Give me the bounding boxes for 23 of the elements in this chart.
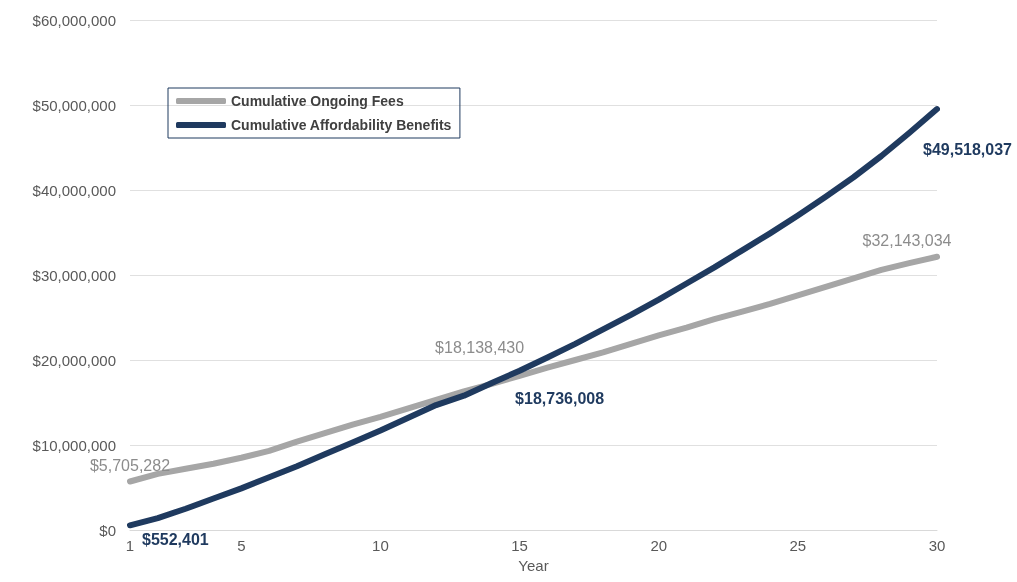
- data-label: $18,138,430: [435, 339, 525, 357]
- legend-label: Cumulative Affordability Benefits: [231, 117, 452, 133]
- x-tick-label: 30: [928, 537, 946, 554]
- x-tick-label: 10: [372, 537, 389, 554]
- y-tick-label: $20,000,000: [32, 351, 116, 369]
- x-tick-label: 5: [237, 537, 246, 554]
- y-tick-label: $50,000,000: [32, 96, 116, 114]
- data-label: $49,518,037: [923, 140, 1013, 158]
- x-tick-label: 20: [650, 537, 668, 554]
- data-label: $32,143,034: [862, 232, 952, 250]
- data-label: $5,705,282: [89, 457, 171, 475]
- y-tick-label: $0: [99, 521, 116, 539]
- legend-label: Cumulative Ongoing Fees: [231, 93, 404, 109]
- x-tick-label: 1: [125, 537, 135, 554]
- y-tick-label: $30,000,000: [32, 266, 116, 284]
- x-tick-label: 15: [511, 537, 528, 554]
- y-tick-label: $60,000,000: [32, 11, 116, 29]
- data-label: $18,736,008: [515, 390, 605, 408]
- y-tick-label: $10,000,000: [32, 436, 116, 454]
- y-tick-label: $40,000,000: [32, 181, 116, 199]
- x-axis-title: Year: [518, 556, 549, 574]
- data-label: $552,401: [142, 530, 209, 548]
- x-tick-label: 25: [789, 537, 807, 554]
